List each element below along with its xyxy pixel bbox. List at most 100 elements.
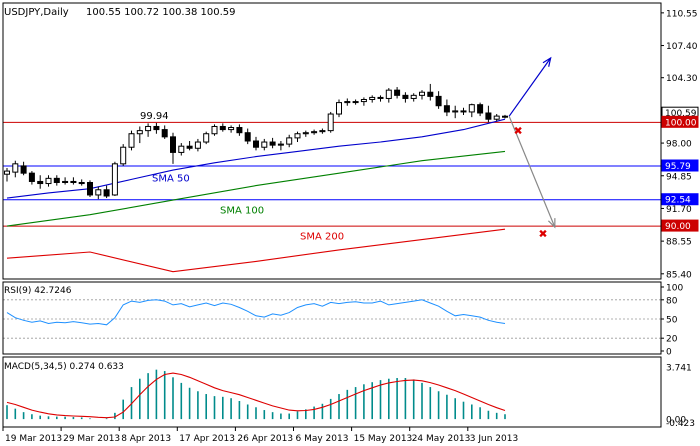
candle-body [153, 125, 160, 131]
price-tick-label: 91.70 [666, 205, 692, 215]
candle-body [103, 189, 110, 197]
candle-body [261, 141, 268, 148]
candle-body [4, 170, 10, 175]
rsi-line [6, 299, 506, 326]
sma200-line [6, 228, 506, 273]
time-tick-label: 24 May 2013 [412, 434, 471, 444]
candle-body [468, 104, 475, 113]
candle-body [28, 172, 35, 182]
panel-frames [2, 2, 662, 428]
candle-body [236, 127, 243, 134]
candle-body [369, 96, 376, 100]
candle-body [62, 180, 69, 184]
candle-body [203, 133, 210, 143]
forecast-up-arrow-head [542, 56, 552, 67]
candle-body [344, 101, 351, 104]
candle-body [460, 110, 467, 113]
panel-frame [2, 356, 662, 428]
candle-body [435, 95, 442, 107]
candle-body [12, 163, 19, 173]
cross-marker: ✖ [538, 227, 547, 240]
price-tag-box [661, 193, 699, 206]
cross-marker: ✖ [513, 125, 522, 138]
candle-body [194, 141, 201, 149]
candle-body [178, 145, 185, 153]
rsi-tick-label: 0 [666, 348, 672, 358]
candle-body [95, 189, 102, 196]
candle-body [53, 177, 60, 184]
time-tick-label: 3 Jun 2013 [470, 434, 518, 444]
forecast-down-arrow [508, 115, 556, 228]
candle-body [327, 113, 334, 132]
candle-body [336, 102, 342, 115]
candle-body [402, 94, 409, 99]
price-tag-box [661, 219, 699, 232]
panel-frame [2, 2, 662, 280]
candle-body [419, 91, 425, 96]
candle-body [253, 140, 259, 148]
high-annotation: 99.94 [140, 111, 169, 122]
candle-body [360, 98, 367, 103]
candle-body [427, 91, 434, 97]
candle-body [37, 180, 44, 185]
candle-body [219, 125, 226, 131]
candle-body [161, 129, 168, 138]
candle-body [319, 130, 326, 133]
price-tag-label: 100.00 [665, 118, 697, 128]
price-tag-label: 100.59 [665, 109, 697, 119]
time-tick-label: 29 Mar 2013 [63, 434, 120, 444]
candle-body [111, 163, 118, 196]
macd-title: MACD(5,34,5) 0.274 0.633 [4, 362, 124, 372]
candle-body [385, 89, 392, 99]
ma-label: SMA 50 [152, 173, 190, 184]
time-tick-label: 17 Apr 2013 [179, 434, 235, 444]
candle-body [211, 125, 218, 135]
candle-body [170, 136, 176, 153]
ma-label: SMA 200 [300, 232, 344, 243]
price-tag-label: 90.00 [665, 222, 691, 232]
macd-tick-label: 3.741 [666, 364, 692, 374]
price-tick-label: 98.00 [666, 140, 692, 150]
macd-signal-line [6, 372, 506, 419]
price-tick-label: 88.55 [666, 238, 692, 248]
candle-body [485, 112, 492, 120]
candle-body [228, 127, 235, 131]
price-tick-label: 110.55 [666, 9, 698, 19]
price-tick-label: 85.40 [666, 270, 692, 280]
rsi-panel[interactable]: 100 80 50 20 0 [3, 284, 683, 358]
candle-body [394, 89, 401, 96]
forecast-up-arrow [508, 57, 552, 117]
candle-body [377, 96, 384, 99]
price-tag-label: 92.54 [665, 196, 691, 206]
price-tick-label: 94.85 [666, 172, 692, 182]
price-tick-label: 107.40 [666, 42, 698, 52]
rsi-tick-label: 50 [666, 316, 678, 326]
candle-body [452, 110, 459, 113]
candle-body [294, 133, 301, 139]
candle-body [443, 105, 450, 113]
candle-body [136, 130, 143, 135]
rsi-tick-label: 100 [666, 284, 683, 294]
candle-body [311, 131, 318, 134]
candle-body [477, 104, 484, 114]
candle-body [269, 141, 276, 146]
candle-body [502, 115, 508, 118]
macd-panel[interactable]: 3.741 0.00-0.423 [6, 364, 695, 430]
time-tick-label: 8 Apr 2013 [121, 434, 171, 444]
time-axis: 19 Mar 2013 29 Mar 2013 8 Apr 2013 17 Apr 2… [2, 427, 518, 444]
rsi-tick-label: 20 [666, 335, 678, 345]
candle-body [410, 94, 417, 99]
candle-body [120, 146, 127, 165]
forecast-arrows: ✖✖ [508, 56, 556, 240]
candle-body [45, 177, 52, 185]
candle-body [186, 145, 193, 149]
candlesticks[interactable]: 99.94 [4, 83, 508, 200]
time-tick-label: 6 May 2013 [296, 434, 349, 444]
candle-body [145, 125, 152, 132]
price-tag-box [661, 159, 699, 172]
sma100-line [6, 150, 506, 227]
candle-body [277, 143, 284, 146]
candle-body [493, 115, 500, 120]
